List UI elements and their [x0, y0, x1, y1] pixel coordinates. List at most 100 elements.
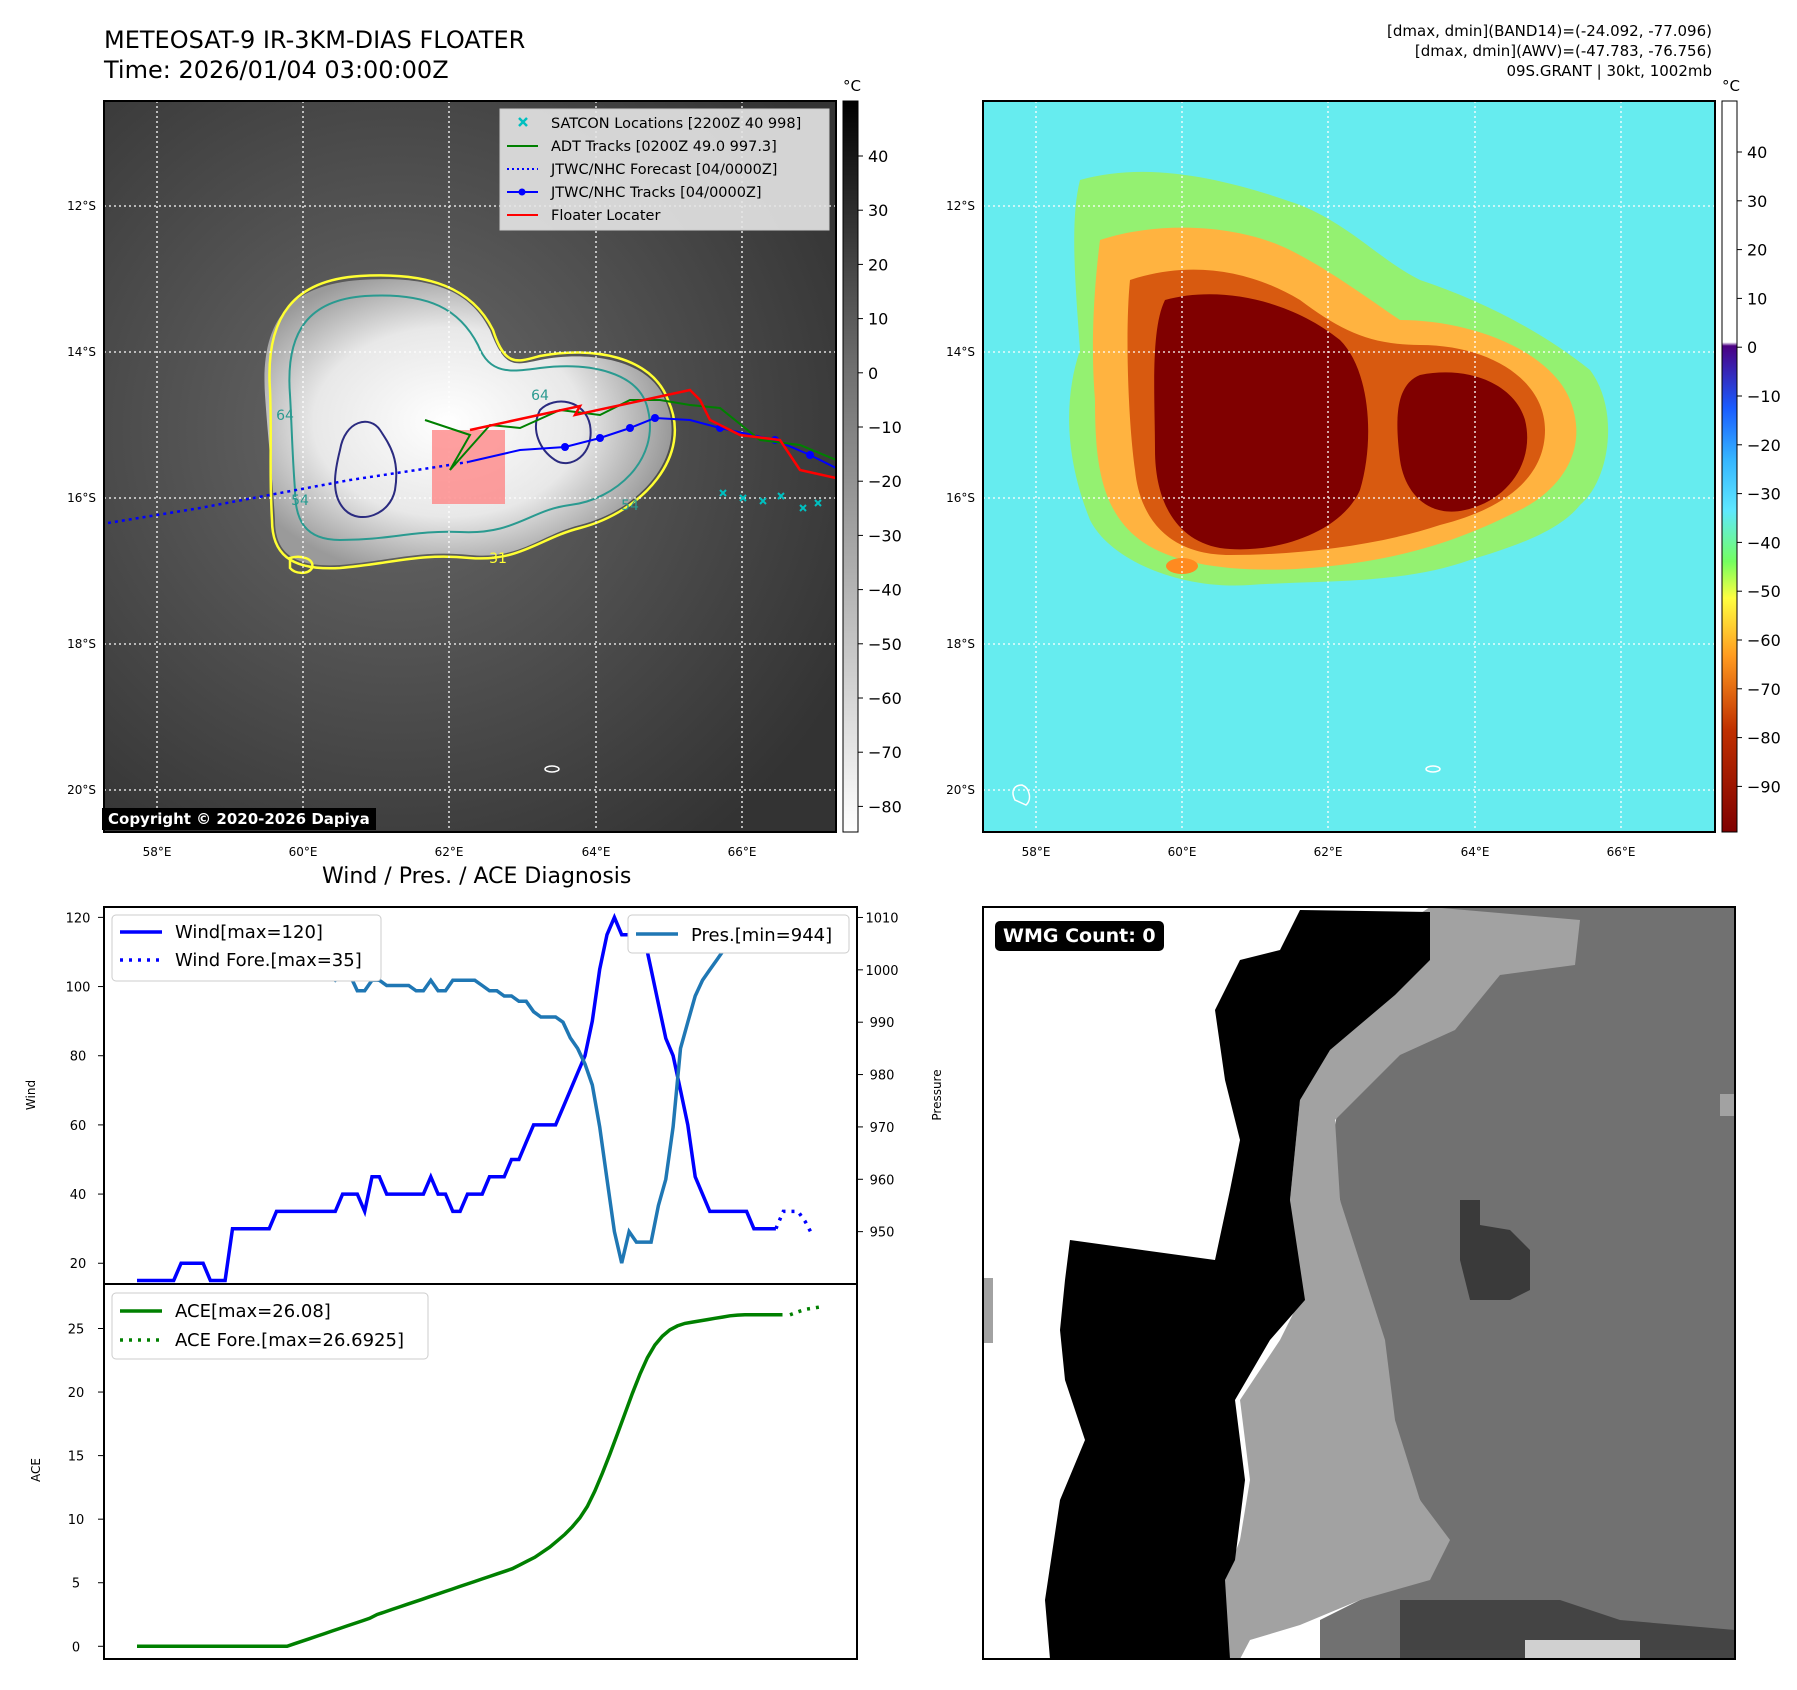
wind-legend-box	[111, 914, 382, 982]
wind-ytick-label: 120	[66, 911, 91, 926]
ir-contour-island	[288, 555, 314, 575]
contour-label: 64	[531, 388, 549, 404]
awv-lon-tick: 66°E	[1607, 845, 1636, 859]
awv-lon-tick: 62°E	[1314, 845, 1343, 859]
title-line-1: METEOSAT-9 IR-3KM-DIAS FLOATER	[104, 26, 526, 54]
series-windforemax	[774, 1209, 815, 1237]
pressure-ytick-label: 1010	[865, 911, 898, 926]
jtwc-forecast-line	[107, 460, 469, 525]
colorbar-label: 30	[868, 201, 888, 220]
legend-label-3: JTWC/NHC Tracks [04/0000Z]	[550, 185, 762, 201]
storm-info: 09S.GRANT | 30kt, 1002mb	[1506, 62, 1712, 80]
wind-ytick-label: 80	[70, 1050, 87, 1065]
colorbar-label: −10	[1747, 387, 1781, 406]
pressure-ytick-label: 1000	[865, 964, 898, 979]
ace-ytick-label: 5	[72, 1577, 80, 1592]
colorbar-label: −10	[868, 418, 902, 437]
pressure-ytick-label: 980	[870, 1069, 895, 1084]
ir-lon-tick: 62°E	[435, 845, 464, 859]
copyright-badge: Copyright © 2020-2026 Dapiya	[102, 808, 376, 830]
ir-lat-tick: 18°S	[67, 637, 96, 651]
ir-contour-navy	[334, 400, 592, 519]
wind-ytick-label: 40	[70, 1188, 87, 1203]
awv-map-panel	[982, 100, 1716, 833]
ace-ytick-label: 15	[68, 1450, 85, 1465]
contour-label: 64	[276, 408, 294, 424]
ace-fore-legend-label: ACE Fore.[max=26.6925]	[175, 1330, 404, 1351]
awv-colorbar-unit: °C	[1722, 77, 1740, 95]
stats-line-2: [dmax, dmin](AWV)=(-47.783, -76.756)	[1414, 42, 1712, 60]
colorbar-label: −20	[868, 472, 902, 491]
awv-lat-tick: 20°S	[946, 783, 975, 797]
ir-map-panel: SATCON Locations [2200Z 40 998] ADT Track…	[103, 100, 837, 833]
colorbar-label: −20	[1747, 436, 1781, 455]
colorbar-label: −60	[868, 689, 902, 708]
legend-label-2: JTWC/NHC Forecast [04/0000Z]	[550, 162, 777, 178]
ace-legend-box	[111, 1292, 429, 1360]
awv-lon-tick: 60°E	[1168, 845, 1197, 859]
wmg-black	[1045, 910, 1430, 1659]
awv-lat-tick: 16°S	[946, 491, 975, 505]
ir-colorbar: 40 30 20 10 0 −10 −20 −30 −40 −50 −60 −70 −80	[842, 100, 902, 833]
diagnosis-title: Wind / Pres. / ACE Diagnosis	[322, 864, 632, 889]
colorbar-label: −30	[868, 526, 902, 545]
contour-label: 31	[489, 551, 507, 567]
ir-lon-tick: 60°E	[289, 845, 318, 859]
title-line-2: Time: 2026/01/04 03:00:00Z	[104, 56, 449, 84]
awv-colorbar: 40 30 20 10 0 −10 −20 −30 −40 −50 −60 −70 −80 −90	[1721, 100, 1781, 833]
colorbar-label: −80	[868, 797, 902, 816]
colorbar-label: −30	[1747, 485, 1781, 504]
colorbar-label: 20	[1747, 241, 1767, 260]
ir-lon-tick: 58°E	[143, 845, 172, 859]
contour-label: 54	[291, 493, 309, 509]
pressure-ytick-label: 990	[870, 1016, 895, 1031]
wind-pressure-chart: 20 40 60 80 100 120 950 960 970 980 990 1000 1010 Win…	[24, 906, 944, 1285]
colorbar-label: 20	[868, 255, 888, 274]
colorbar-label: 10	[1747, 289, 1767, 308]
pressure-legend-label: Pres.[min=944]	[691, 925, 832, 946]
colorbar-label: 0	[868, 364, 878, 383]
ir-lat-tick: 20°S	[67, 783, 96, 797]
awv-lon-tick: 58°E	[1022, 845, 1051, 859]
pressure-ytick-label: 960	[870, 1173, 895, 1188]
ir-lat-tick: 16°S	[67, 491, 96, 505]
pressure-axis-label: Pressure	[930, 1069, 944, 1120]
wind-ytick-label: 60	[70, 1119, 87, 1134]
wmg-bottom-light	[1525, 1640, 1640, 1659]
ace-legend-label: ACE[max=26.08]	[175, 1301, 331, 1322]
pressure-legend-box	[627, 914, 850, 954]
floater-box	[432, 430, 505, 504]
awv-lat-tick: 18°S	[946, 637, 975, 651]
awv-lon-tick: 64°E	[1461, 845, 1490, 859]
wind-ytick-label: 20	[70, 1257, 87, 1272]
ace-ytick-label: 0	[72, 1640, 80, 1655]
series-acemax	[137, 1313, 783, 1649]
wind-ytick-label: 100	[66, 981, 91, 996]
wind-legend-label: Wind[max=120]	[175, 922, 323, 943]
ir-cloud-mass	[264, 279, 672, 566]
wmg-dark-patch	[1460, 1200, 1530, 1300]
pressure-ytick-label: 970	[870, 1121, 895, 1136]
legend-dot	[518, 188, 526, 196]
colorbar-label: −90	[1747, 777, 1781, 796]
floater-track-line	[469, 388, 836, 480]
ir-lat-tick: 14°S	[67, 345, 96, 359]
colorbar-label: −70	[868, 743, 902, 762]
wmg-panel	[982, 906, 1736, 1660]
satcon-markers	[719, 489, 822, 512]
awv-dark-core-1	[1154, 294, 1369, 550]
legend-marker-satcon	[518, 117, 528, 127]
awv-gridlines	[983, 101, 1715, 832]
ir-contour-yellow	[268, 274, 677, 570]
ir-lon-tick: 64°E	[582, 845, 611, 859]
legend-label-1: ADT Tracks [0200Z 49.0 997.3]	[551, 139, 777, 155]
wmg-bottom-dark	[1400, 1600, 1735, 1659]
ace-axis-label: ACE	[29, 1458, 43, 1482]
ir-lat-tick: 12°S	[67, 199, 96, 213]
ace-ytick-label: 25	[68, 1322, 85, 1337]
awv-lat-tick: 12°S	[946, 199, 975, 213]
colorbar-label: 0	[1747, 338, 1757, 357]
ace-ytick-label: 10	[68, 1513, 85, 1528]
wind-axis-label: Wind	[24, 1080, 38, 1110]
contour-label: 54	[621, 498, 639, 514]
